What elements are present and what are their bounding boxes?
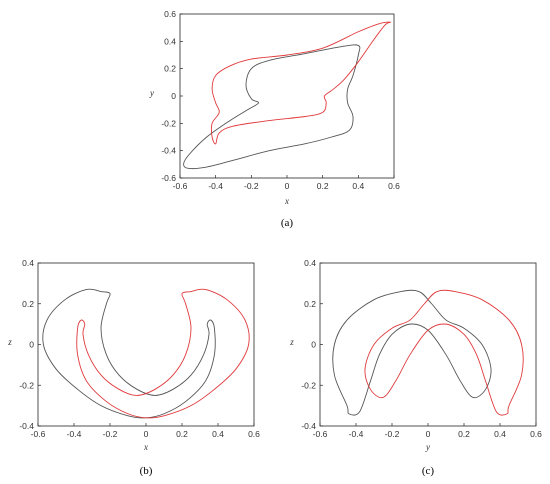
panel-caption: (b): [140, 465, 153, 477]
y-tick-label: 0.2: [22, 299, 34, 309]
x-tick-label: 0.4: [212, 429, 224, 439]
series-1-line: [42, 288, 216, 419]
x-axis-label: x: [143, 442, 148, 452]
y-axis-label: z: [289, 337, 294, 347]
x-axis-label: x: [284, 196, 289, 206]
panel-caption: (a): [281, 217, 294, 229]
x-tick-label: 0.2: [317, 181, 329, 191]
y-tick-label: 0.6: [164, 9, 176, 19]
y-tick-label: 0: [311, 340, 316, 350]
y-tick-label: -0.4: [19, 421, 34, 431]
series-2-line: [210, 21, 392, 145]
x-tick-label: 0: [426, 429, 431, 439]
y-tick-label: 0.4: [22, 258, 34, 268]
panel-c: -0.6 -0.4 -0.2 0 0.2 0.4 0.6 -0.4-0.200.20.4 y…: [289, 258, 542, 477]
panel-caption: (c): [422, 465, 435, 477]
x-ticks: -0.6 -0.4 -0.2 0 0.2 0.4 0.6: [31, 423, 260, 439]
curves: [332, 289, 524, 416]
y-axis-label: z: [7, 337, 12, 347]
y-tick-label: -0.4: [301, 421, 316, 431]
x-tick-label: 0.4: [352, 181, 364, 191]
x-tick-label: 0: [285, 181, 290, 191]
x-tick-label: 0: [144, 429, 149, 439]
x-axis-label: y: [425, 442, 430, 452]
x-tick-label: 0.6: [530, 429, 542, 439]
y-tick-label: 0: [29, 340, 34, 350]
y-ticks: -0.4 -0.2 0 0.2 0.4: [19, 258, 41, 431]
x-tick-label: -0.6: [313, 429, 328, 439]
y-tick-label: 0.2: [304, 299, 316, 309]
x-tick-label: -0.2: [244, 181, 259, 191]
series-2-line: [364, 289, 524, 416]
plot-frame: [37, 262, 255, 427]
y-ticks: -0.6 -0.4 -0.2 0 0.2 0.4 0.6: [161, 9, 183, 183]
x-tick-label: 0.6: [388, 181, 400, 191]
y-tick-label: -0.2: [301, 380, 316, 390]
x-tick-label: 0.2: [458, 429, 470, 439]
x-tick-label: -0.2: [385, 429, 400, 439]
y-tick-label: -0.2: [19, 380, 34, 390]
x-ticks: -0.6 -0.4 -0.2 0 0.2 0.4 0.6: [313, 423, 542, 439]
y-tick-label: 0.4: [164, 36, 176, 46]
y-tick-label: -0.6: [161, 173, 176, 183]
y-tick-label: 0: [171, 91, 176, 101]
x-tick-label: 0.2: [176, 429, 188, 439]
y-ticks: -0.4 -0.2 0 0.2 0.4: [301, 258, 323, 431]
panel-b: -0.6 -0.4 -0.2 0 0.2 0.4 0.6 -0.4-0.200.20.4 x…: [7, 258, 260, 477]
y-tick-label: 0.4: [304, 258, 316, 268]
x-tick-label: -0.4: [67, 429, 82, 439]
plot-frame: [179, 13, 395, 179]
series-2-line: [76, 288, 250, 419]
curves: [42, 288, 250, 419]
x-tick-label: -0.6: [31, 429, 46, 439]
x-tick-label: -0.4: [208, 181, 223, 191]
x-tick-label: -0.2: [103, 429, 118, 439]
x-tick-label: -0.4: [349, 429, 364, 439]
x-tick-label: -0.6: [173, 181, 188, 191]
y-tick-label: 0.2: [164, 64, 176, 74]
plot-frame: [319, 262, 537, 427]
panel-a: -0.6 -0.4 -0.2 0 0.2 0.4 0.6 -0.6 -0.4 -0.2 0 0.2 0…: [149, 9, 400, 229]
series-1-line: [183, 44, 361, 170]
y-tick-label: -0.2: [161, 118, 176, 128]
curves: [183, 21, 392, 170]
x-tick-label: 0.6: [248, 429, 260, 439]
y-tick-label: -0.4: [161, 146, 176, 156]
x-tick-label: 0.4: [494, 429, 506, 439]
x-ticks: -0.6 -0.4 -0.2 0 0.2 0.4 0.6: [173, 175, 400, 191]
series-1-line: [332, 289, 492, 416]
y-axis-label: y: [149, 88, 154, 98]
